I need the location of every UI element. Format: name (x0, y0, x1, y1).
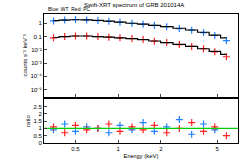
svg-text:10⁻²: 10⁻² (31, 47, 42, 53)
svg-text:10⁻⁴: 10⁻⁴ (31, 73, 43, 79)
svg-text:Swift-XRT spectrum of GRB 2010: Swift-XRT spectrum of GRB 201014A (84, 2, 184, 8)
svg-text:2: 2 (38, 111, 42, 117)
svg-text:2.5: 2.5 (33, 104, 42, 110)
svg-text:1: 1 (116, 146, 120, 152)
svg-text:1: 1 (38, 125, 42, 131)
svg-text:10⁻⁵: 10⁻⁵ (31, 87, 43, 93)
svg-text:Blue: WT Red: PC: Blue: WT Red: PC (48, 6, 91, 12)
svg-text:0: 0 (38, 140, 42, 146)
svg-text:counts s⁻¹ keV⁻¹: counts s⁻¹ keV⁻¹ (22, 34, 28, 76)
svg-text:ratio: ratio (25, 115, 31, 127)
svg-text:0.1: 0.1 (33, 34, 42, 40)
svg-text:2: 2 (159, 146, 163, 152)
svg-text:10⁻³: 10⁻³ (31, 60, 42, 66)
svg-text:0.5: 0.5 (33, 133, 42, 139)
svg-text:1.5: 1.5 (33, 118, 42, 124)
svg-text:Energy (keV): Energy (keV) (123, 153, 158, 159)
svg-text:1: 1 (38, 20, 42, 26)
svg-text:0.5: 0.5 (71, 146, 80, 152)
svg-text:5: 5 (216, 146, 220, 152)
